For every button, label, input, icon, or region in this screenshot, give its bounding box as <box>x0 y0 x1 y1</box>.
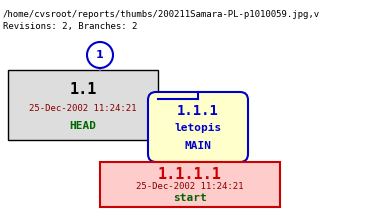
Text: letopis: letopis <box>174 123 222 133</box>
Text: /home/cvsroot/reports/thumbs/200211Samara-PL-p1010059.jpg,v: /home/cvsroot/reports/thumbs/200211Samar… <box>3 10 320 19</box>
Circle shape <box>87 42 113 68</box>
FancyBboxPatch shape <box>148 92 248 162</box>
Text: MAIN: MAIN <box>184 141 212 151</box>
FancyBboxPatch shape <box>100 162 280 207</box>
Text: Revisions: 2, Branches: 2: Revisions: 2, Branches: 2 <box>3 22 137 31</box>
Text: HEAD: HEAD <box>70 121 96 131</box>
Text: 1.1.1: 1.1.1 <box>177 104 219 118</box>
Text: start: start <box>173 193 207 203</box>
FancyBboxPatch shape <box>8 70 158 140</box>
Text: 25-Dec-2002 11:24:21: 25-Dec-2002 11:24:21 <box>29 104 137 113</box>
Text: 1.1.1.1: 1.1.1.1 <box>158 167 222 182</box>
Text: 25-Dec-2002 11:24:21: 25-Dec-2002 11:24:21 <box>136 182 244 191</box>
Text: 1: 1 <box>96 50 104 60</box>
Text: 1.1: 1.1 <box>69 82 97 97</box>
